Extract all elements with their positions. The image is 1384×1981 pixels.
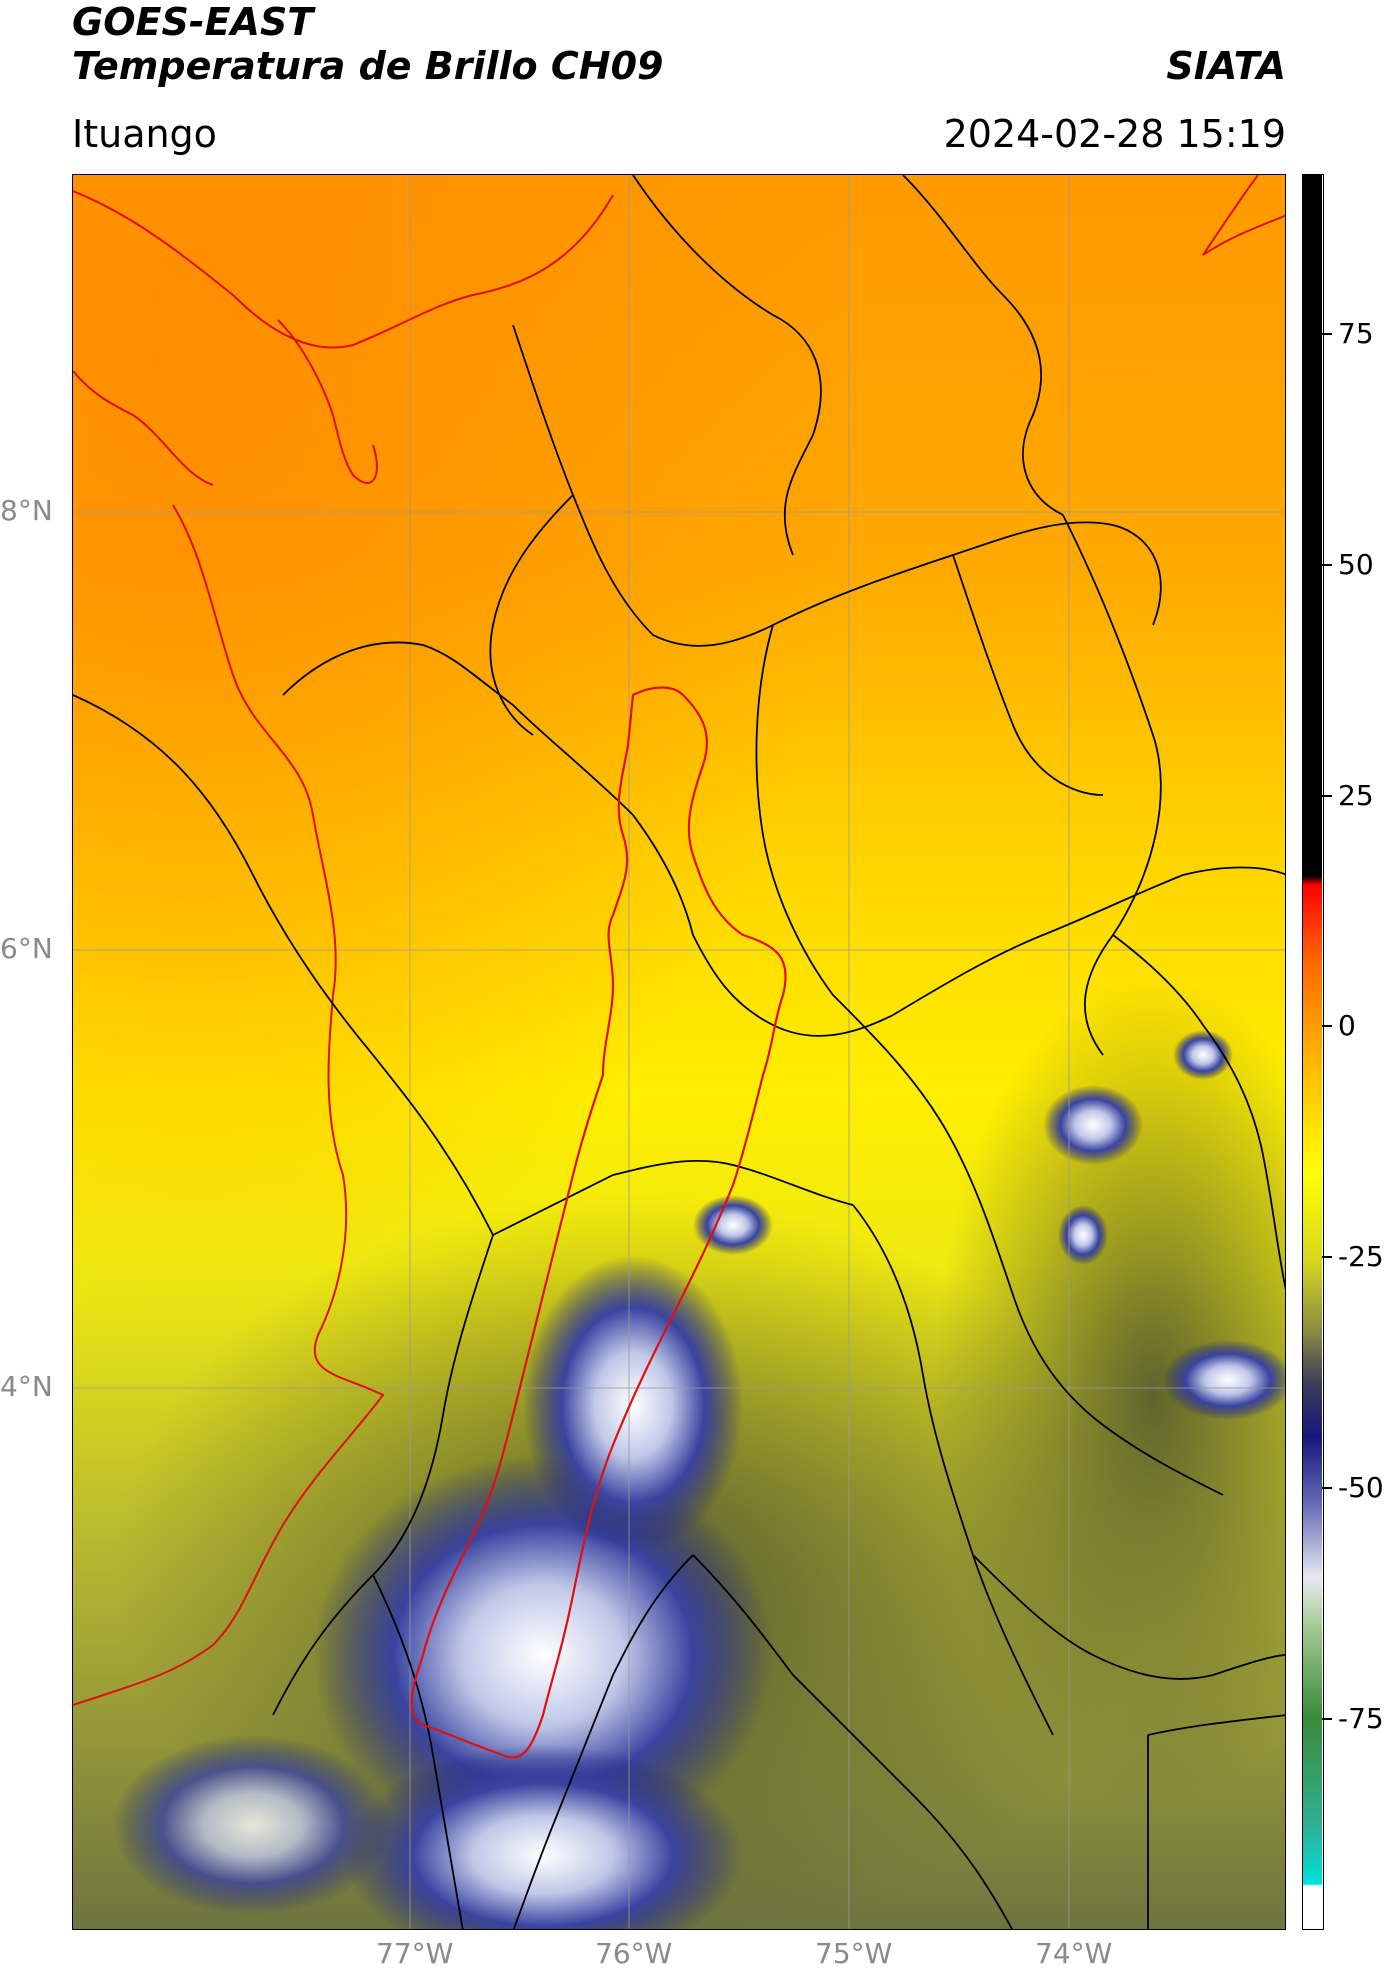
cb-label-neg50: -50 [1338, 1471, 1384, 1504]
cb-tick-75 [1322, 333, 1332, 335]
lon-label-77w: 77°W [376, 1937, 454, 1970]
cb-tick-50 [1322, 564, 1332, 566]
cb-tick-25 [1322, 795, 1332, 797]
cb-tick-neg50 [1322, 1487, 1332, 1489]
storm-cell-east-2 [1043, 1085, 1143, 1165]
lon-label-75w: 75°W [815, 1937, 893, 1970]
colorbar [1302, 174, 1324, 1930]
gridlines [73, 175, 1285, 1929]
storm-cell-center [693, 1195, 773, 1255]
cb-label-neg25: -25 [1338, 1240, 1384, 1273]
cb-tick-0 [1322, 1025, 1332, 1027]
storm-cell-east-3 [1173, 1030, 1233, 1080]
cb-label-0: 0 [1338, 1009, 1356, 1042]
satellite-title: GOES-EAST [72, 0, 314, 44]
cb-label-25: 25 [1338, 779, 1374, 812]
colorbar-scale [1303, 175, 1322, 1928]
storm-core-south [343, 1745, 743, 1929]
cb-tick-neg75 [1322, 1718, 1332, 1720]
cb-label-50: 50 [1338, 548, 1374, 581]
basin-outline [410, 686, 787, 1759]
cb-label-75: 75 [1338, 317, 1374, 350]
storm-cell-east-4 [1058, 1205, 1108, 1265]
storm-core-north [523, 1255, 743, 1555]
location-label: Ituango [72, 112, 217, 156]
lat-label-6n: 6°N [0, 932, 53, 965]
lat-label-8n: 8°N [0, 494, 53, 527]
lon-label-76w: 76°W [595, 1937, 673, 1970]
timestamp-label: 2024-02-28 15:19 [943, 112, 1286, 156]
coastline [73, 175, 1285, 1706]
storm-cell-east-1 [1163, 1340, 1285, 1420]
lon-label-74w: 74°W [1035, 1937, 1113, 1970]
admin-borders [73, 175, 1285, 1929]
product-title: Temperatura de Brillo CH09 [72, 44, 664, 88]
satellite-map[interactable] [72, 174, 1286, 1930]
storm-core-main [313, 1455, 773, 1855]
cb-label-neg75: -75 [1338, 1702, 1384, 1735]
agency-label: SIATA [1166, 44, 1286, 88]
cloud-band-east [933, 975, 1285, 1815]
storm-core-west [113, 1735, 393, 1915]
cb-tick-neg25 [1322, 1256, 1332, 1258]
map-canvas [73, 175, 1285, 1929]
lat-label-4n: 4°N [0, 1370, 53, 1403]
